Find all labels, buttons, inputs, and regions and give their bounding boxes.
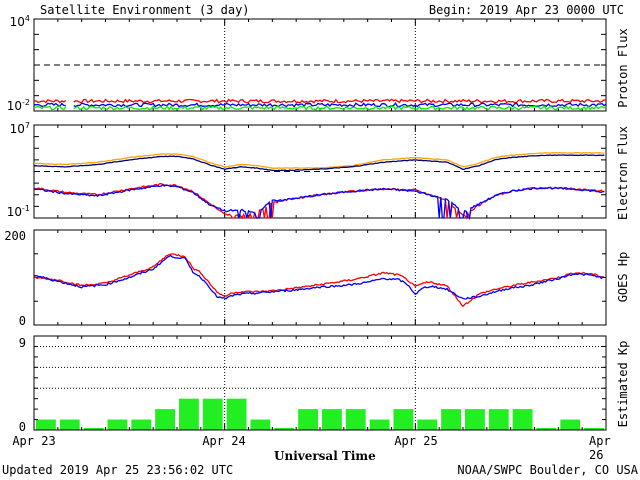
electron-series-blue-line — [34, 183, 605, 219]
kp-bar-13 — [322, 409, 342, 430]
kp-bar-16 — [393, 409, 414, 430]
xtick-apr24: Apr 24 — [202, 434, 246, 448]
proton-series-red-line — [33, 98, 67, 104]
electron-series-red-line — [33, 182, 605, 221]
kp-bar-2 — [59, 419, 80, 430]
electron-series-orange-line — [33, 151, 605, 169]
credit: NOAA/SWPC Boulder, CO USA — [457, 463, 638, 477]
kp-bar-8 — [202, 398, 223, 430]
kp-bar-24 — [584, 427, 604, 430]
kp-bar-17 — [417, 419, 438, 430]
xtick-apr25: Apr 25 — [394, 434, 438, 448]
kp-bar-19 — [465, 409, 485, 430]
kp-bar-5 — [131, 419, 152, 430]
kp-bar-9 — [226, 398, 247, 430]
goes-hp-label: GOES Hp — [616, 251, 630, 303]
goes-series-blue-line — [33, 254, 605, 300]
kp-bar-23 — [560, 419, 581, 430]
proton-flux-label: Proton Flux — [616, 28, 630, 108]
xtick-apr23: Apr 23 — [12, 434, 56, 448]
proton-series-blue-line — [73, 102, 607, 108]
kp-bar-22 — [536, 427, 557, 430]
kp-bar-6 — [155, 409, 175, 430]
xtick-apr26: Apr 26 — [589, 434, 611, 462]
proton-series-green-line — [73, 105, 607, 111]
x-axis-label: Universal Time — [274, 449, 376, 463]
proton-series-blue-line — [34, 102, 66, 108]
proton-series-red-line — [73, 98, 607, 104]
kp-ytick-top: 9 — [18, 336, 26, 350]
chart-title: Satellite Environment (3 day) — [40, 3, 250, 17]
proton-series-green-line — [33, 105, 67, 111]
kp-bar-10 — [250, 419, 271, 430]
kp-bar-4 — [107, 419, 128, 430]
kp-bar-21 — [512, 409, 533, 430]
kp-ytick-bottom: 0 — [18, 420, 26, 434]
kp-bar-12 — [298, 409, 318, 430]
proton-ytick-top: 104 — [9, 14, 30, 29]
kp-bar-7 — [179, 398, 199, 430]
electron-flux-label: Electron Flux — [616, 126, 630, 220]
estimated-kp-label: Estimated Kp — [616, 340, 630, 428]
updated-time: Updated 2019 Apr 25 23:56:02 UTC — [2, 463, 234, 477]
kp-bar-15 — [369, 419, 390, 430]
electron-series-navy-line — [33, 154, 605, 172]
electron-ytick-bottom: 10-1 — [6, 204, 30, 219]
kp-bar-1 — [36, 419, 56, 430]
begin-time: Begin: 2019 Apr 23 0000 UTC — [428, 3, 624, 17]
proton-ytick-bottom: 10-2 — [6, 98, 30, 113]
electron-ytick-top: 107 — [9, 121, 30, 136]
goes-series-red-line — [33, 253, 605, 308]
kp-bar-20 — [488, 409, 509, 430]
goes-ytick-bottom: 0 — [18, 314, 26, 328]
kp-bar-18 — [441, 409, 461, 430]
goes-ytick-top: 200 — [4, 229, 26, 243]
kp-bar-14 — [345, 409, 366, 430]
kp-bar-11 — [274, 427, 295, 430]
kp-bar-3 — [83, 427, 104, 430]
